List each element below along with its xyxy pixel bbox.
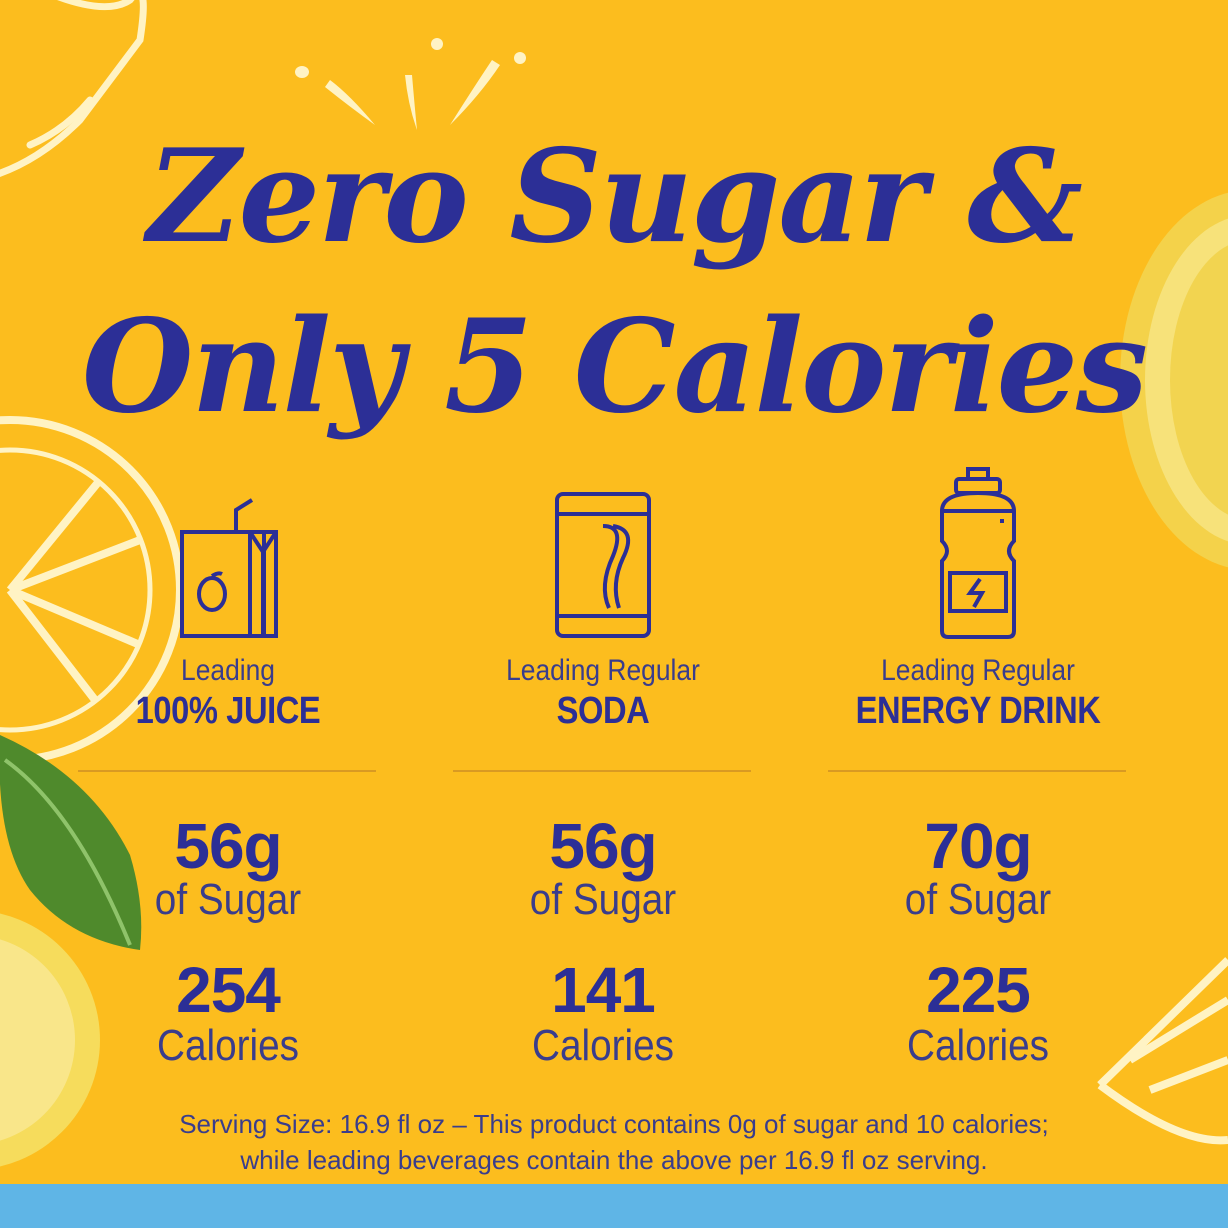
headline-line-1: Zero Sugar & — [147, 122, 1083, 272]
headline: Zero Sugar & Only 5 Calories — [0, 112, 1228, 452]
column-category: SODA — [556, 690, 650, 732]
calorie-value: 141 — [551, 954, 656, 1026]
divider — [453, 770, 751, 772]
energy-drink-bottle-icon — [940, 467, 1016, 639]
footnote-line-1: Serving Size: 16.9 fl oz – This product … — [179, 1109, 1049, 1139]
sugar-value: 56g — [549, 810, 657, 882]
sugar-unit: of Sugar — [529, 875, 677, 924]
column-label: Leading Regular — [506, 654, 700, 687]
sugar-unit: of Sugar — [154, 875, 302, 924]
bottom-band — [0, 1184, 1228, 1228]
calorie-value: 225 — [926, 954, 1031, 1026]
sugar-value: 56g — [174, 810, 282, 882]
column-juice: Leading 100% JUICE — [78, 490, 378, 734]
splash-icon — [295, 38, 526, 130]
column-energy-drink: Leading Regular ENERGY DRINK — [828, 467, 1128, 734]
calorie-unit: Calories — [531, 1021, 675, 1070]
column-category: 100% JUICE — [135, 690, 321, 732]
footnote-line-2: while leading beverages contain the abov… — [240, 1145, 988, 1175]
divider — [828, 770, 1126, 772]
calorie-unit: Calories — [906, 1021, 1050, 1070]
column-soda: Leading Regular SODA — [453, 490, 753, 734]
sugar-unit: of Sugar — [904, 875, 1052, 924]
column-label: Leading Regular — [881, 654, 1075, 687]
soda-can-icon — [555, 492, 651, 638]
calorie-value: 254 — [176, 954, 281, 1026]
juice-box-icon — [180, 498, 278, 638]
headline-line-2: Only 5 Calories — [81, 292, 1148, 442]
column-category: ENERGY DRINK — [855, 690, 1101, 732]
column-label: Leading — [181, 654, 275, 687]
calorie-unit: Calories — [156, 1021, 300, 1070]
divider — [78, 770, 376, 772]
sugar-value: 70g — [924, 810, 1032, 882]
